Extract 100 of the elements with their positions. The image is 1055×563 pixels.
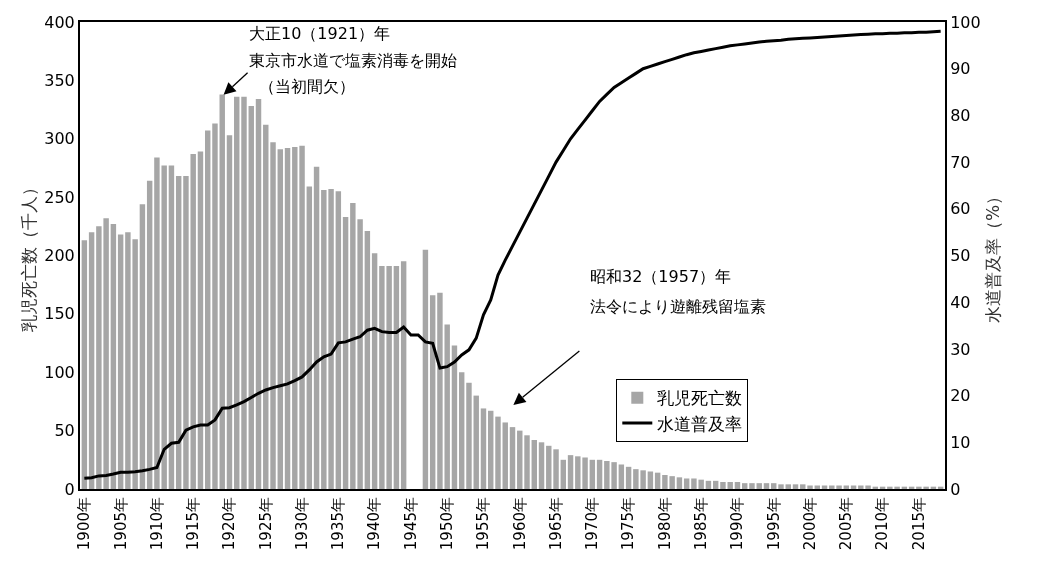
bar bbox=[88, 232, 95, 489]
y2-tick-label: 70 bbox=[950, 152, 971, 172]
x-tick-label: 1975年 bbox=[619, 497, 638, 551]
x-tick-label: 1970年 bbox=[583, 497, 602, 551]
x-tick-label: 1960年 bbox=[510, 497, 529, 551]
y-tick-label: 100 bbox=[44, 362, 75, 382]
annotation: 大正10（1921）年 bbox=[249, 24, 391, 43]
x-tick-label: 1935年 bbox=[329, 497, 348, 551]
bar bbox=[451, 345, 458, 489]
x-tick-label: 1910年 bbox=[147, 497, 166, 551]
bar bbox=[219, 94, 225, 489]
y2-tick-label: 10 bbox=[950, 432, 971, 452]
bar bbox=[756, 483, 762, 489]
bar bbox=[197, 151, 204, 489]
bar bbox=[560, 459, 567, 489]
bar bbox=[175, 176, 182, 489]
bar bbox=[785, 484, 791, 489]
bar bbox=[807, 485, 813, 489]
y-tick-label: 200 bbox=[44, 246, 75, 266]
bar bbox=[792, 484, 799, 489]
bar bbox=[263, 124, 269, 489]
y-tick-label: 350 bbox=[44, 70, 75, 90]
bar bbox=[705, 480, 712, 489]
legend-label: 乳児死亡数 bbox=[657, 388, 743, 409]
y-tick-label: 50 bbox=[54, 421, 75, 441]
bar bbox=[146, 180, 153, 489]
bar bbox=[524, 435, 530, 489]
bar bbox=[458, 372, 465, 489]
bar bbox=[495, 416, 501, 489]
annotation: 東京市水道で塩素消毒を開始 bbox=[249, 51, 457, 70]
bar bbox=[676, 477, 683, 489]
bar bbox=[168, 165, 175, 489]
bar bbox=[517, 430, 523, 489]
bar bbox=[741, 483, 748, 489]
bar bbox=[480, 408, 487, 489]
bar bbox=[531, 439, 537, 489]
y2-axis-title: 水道普及率（%） bbox=[982, 187, 1003, 324]
x-tick-label: 1985年 bbox=[692, 497, 711, 551]
x-tick-label: 1955年 bbox=[474, 497, 493, 551]
bar bbox=[509, 427, 516, 489]
bar bbox=[800, 484, 806, 489]
annotation: 昭和32（1957）年 bbox=[590, 267, 732, 286]
bar bbox=[683, 478, 690, 489]
legend-label: 水道普及率 bbox=[657, 413, 743, 434]
bar bbox=[538, 442, 545, 489]
x-tick-label: 2015年 bbox=[909, 497, 928, 551]
x-tick-label: 1940年 bbox=[365, 497, 384, 551]
bar bbox=[212, 123, 218, 489]
bar bbox=[270, 142, 276, 489]
bar bbox=[488, 410, 494, 489]
bar bbox=[371, 253, 378, 489]
bar bbox=[248, 106, 254, 489]
bar bbox=[771, 483, 777, 489]
x-tick-label: 2005年 bbox=[837, 497, 856, 551]
bar bbox=[647, 471, 654, 489]
bar bbox=[712, 480, 719, 489]
bar bbox=[364, 230, 371, 489]
bar bbox=[734, 482, 741, 489]
x-tick-label: 2010年 bbox=[873, 497, 892, 551]
bar bbox=[306, 186, 313, 489]
bar bbox=[502, 422, 508, 489]
y-tick-label: 400 bbox=[44, 12, 75, 32]
bar bbox=[393, 266, 400, 489]
x-tick-label: 1905年 bbox=[111, 497, 130, 551]
bar bbox=[618, 464, 625, 489]
y2-tick-label: 40 bbox=[950, 292, 971, 312]
x-tick-label: 1920年 bbox=[220, 497, 239, 551]
bar bbox=[226, 135, 233, 489]
x-tick-label: 1995年 bbox=[764, 497, 783, 551]
annotation: 法令により遊離残留塩素 bbox=[590, 297, 766, 316]
y-axis-title: 乳児死亡数（千人） bbox=[19, 179, 39, 332]
annotation: （当初間欠） bbox=[259, 77, 355, 96]
bar bbox=[255, 99, 262, 489]
bar bbox=[284, 148, 291, 489]
bar bbox=[241, 96, 247, 489]
bar bbox=[110, 223, 117, 489]
bar bbox=[749, 483, 755, 489]
y-tick-label: 0 bbox=[64, 479, 75, 499]
bar bbox=[205, 130, 211, 489]
x-tick-label: 2000年 bbox=[800, 497, 819, 551]
bar bbox=[313, 166, 320, 489]
bar bbox=[778, 484, 784, 489]
x-tick-label: 1925年 bbox=[256, 497, 275, 551]
y2-tick-label: 80 bbox=[950, 106, 971, 125]
bar bbox=[422, 249, 429, 489]
y2-tick-label: 90 bbox=[950, 59, 971, 79]
x-tick-label: 1945年 bbox=[401, 497, 420, 551]
x-tick-label: 1965年 bbox=[546, 497, 565, 551]
y-tick-label: 300 bbox=[44, 129, 75, 149]
bar bbox=[81, 240, 88, 489]
bar bbox=[335, 191, 342, 489]
bar bbox=[763, 483, 770, 489]
bar bbox=[139, 204, 146, 489]
y2-tick-label: 100 bbox=[950, 12, 981, 32]
bar bbox=[473, 395, 479, 489]
y2-tick-label: 30 bbox=[950, 339, 971, 359]
y-tick-label: 150 bbox=[44, 304, 75, 324]
x-tick-label: 1930年 bbox=[292, 497, 311, 551]
bar bbox=[589, 459, 596, 489]
bar bbox=[342, 216, 349, 489]
